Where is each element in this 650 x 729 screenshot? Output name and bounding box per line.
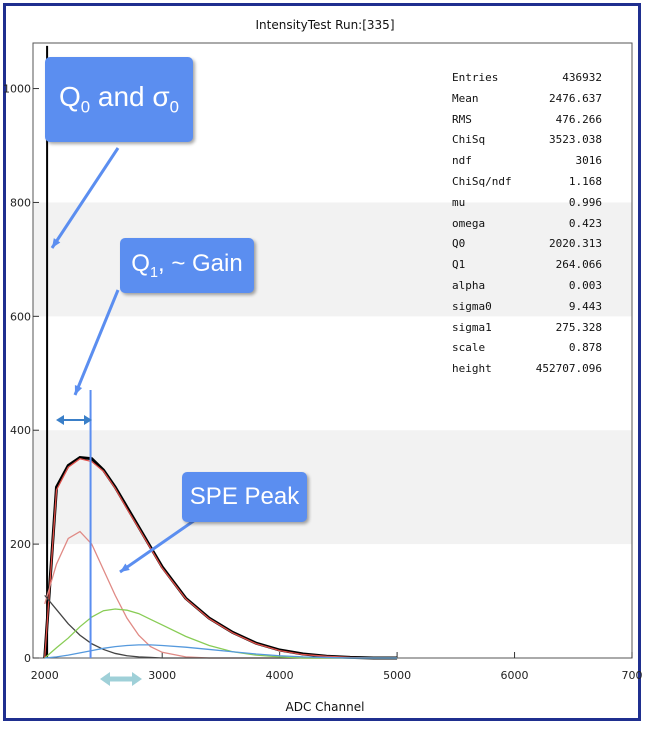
arrowhead [56, 415, 64, 425]
stats-label: height [452, 362, 492, 376]
stats-label: RMS [452, 112, 472, 126]
stats-value: 9.443 [568, 299, 602, 313]
callout-spe: SPE Peak [182, 472, 307, 522]
stats-label: ChiSq [452, 133, 486, 147]
stats-row: omega 0.423 [452, 214, 602, 235]
stats-value: 0.878 [568, 341, 602, 355]
stats-row: height 452707.096 [452, 359, 602, 380]
y-tick-label: 800 [10, 196, 31, 209]
stats-label: sigma0 [452, 299, 492, 313]
stats-row: mu 0.996 [452, 193, 602, 214]
pointer-spe [119, 518, 196, 574]
stats-row: sigma1 275.328 [452, 318, 602, 339]
stats-row: sigma0 9.443 [452, 297, 602, 318]
stats-row: Q0 2020.313 [452, 234, 602, 255]
x-tick-label: 700 [622, 669, 643, 682]
arrowhead [84, 415, 92, 425]
series-line [44, 530, 398, 659]
stats-row: RMS 476.266 [452, 110, 602, 131]
stats-box: Entries 436932 Mean 2476.637 RMS 476.266 ChiSq… [452, 68, 602, 380]
stats-label: omega [452, 216, 486, 230]
chart-title: IntensityTest Run:[335] [255, 18, 395, 32]
stats-value: 0.996 [568, 195, 602, 209]
arrowhead [120, 563, 130, 572]
stats-value: 275.328 [555, 320, 602, 334]
series-line [44, 608, 398, 659]
stats-row: ChiSq 3523.038 [452, 130, 602, 151]
x-axis-label: ADC Channel [285, 700, 365, 714]
stats-row: ChiSq/ndf 1.168 [452, 172, 602, 193]
stats-row: Q1 264.066 [452, 255, 602, 276]
arrowhead [100, 672, 110, 686]
stats-row: alpha 0.003 [452, 276, 602, 297]
x-tick-label: 4000 [266, 669, 294, 682]
stats-value: 1.168 [568, 174, 602, 188]
callout-q1: Q1, ~ Gain [120, 238, 254, 293]
stats-row: Entries 436932 [452, 68, 602, 89]
pointer-q1 [73, 289, 120, 396]
stats-value: 0.003 [568, 278, 602, 292]
stats-label: ChiSq/ndf [452, 174, 512, 188]
stats-label: Entries [452, 71, 499, 84]
stats-value: 476.266 [555, 112, 602, 126]
stats-label: ndf [452, 154, 472, 168]
stats-value: 3016 [575, 154, 603, 168]
stats-value: 3523.038 [549, 133, 602, 147]
stats-label: scale [452, 341, 486, 355]
y-tick-label: 200 [10, 538, 31, 551]
stats-value: 436932 [562, 71, 602, 84]
stats-value: 0.423 [568, 216, 602, 230]
y-tick-label: 600 [10, 310, 31, 323]
x-tick-label: 5000 [383, 669, 411, 682]
stats-row: scale 0.878 [452, 338, 602, 359]
stats-label: mu [452, 195, 466, 209]
stats-value: 2020.313 [549, 237, 602, 251]
stats-label: Mean [452, 91, 479, 105]
stats-label: sigma1 [452, 320, 492, 334]
stats-row: Mean 2476.637 [452, 89, 602, 110]
y-tick-label: 0 [24, 652, 31, 665]
y-tick-label: 400 [10, 424, 31, 437]
stats-value: 452707.096 [535, 362, 602, 376]
stats-row: ndf 3016 [452, 151, 602, 172]
x-tick-label: 6000 [501, 669, 529, 682]
x-tick-label: 2000 [31, 669, 59, 682]
x-tick-label: 3000 [148, 669, 176, 682]
pointer-q0 [50, 147, 120, 249]
series-line [44, 457, 398, 659]
arrowhead [132, 672, 142, 686]
y-tick-label: 1000 [3, 83, 31, 96]
stats-value: 264.066 [555, 258, 602, 272]
arrowhead [52, 238, 61, 248]
stats-value: 2476.637 [549, 91, 602, 105]
arrowhead [74, 385, 83, 395]
stats-label: Q0 [452, 237, 466, 251]
background-band [33, 430, 632, 545]
series-line [44, 644, 398, 659]
callout-q0: Q0 and σ0 [45, 57, 193, 142]
stats-label: alpha [452, 278, 486, 292]
stats-label: Q1 [452, 258, 466, 272]
